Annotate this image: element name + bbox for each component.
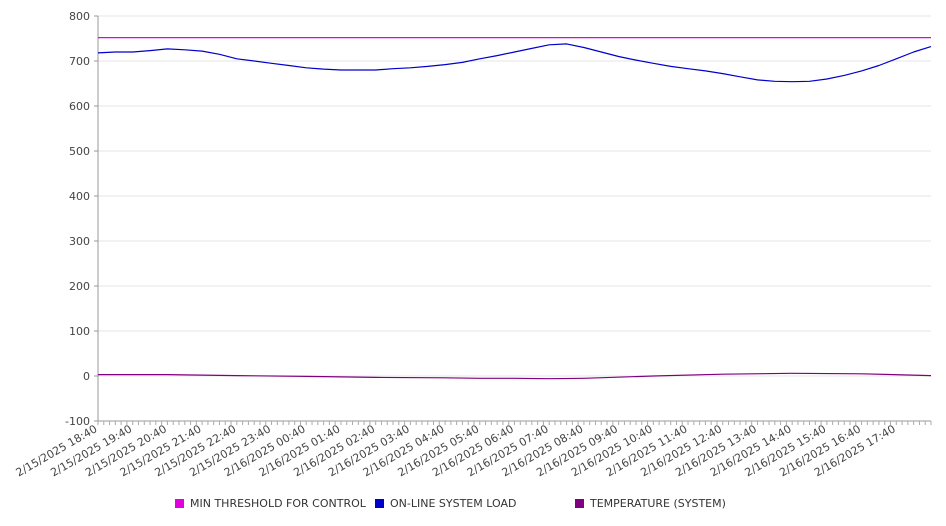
legend-item-min-threshold: MIN THRESHOLD FOR CONTROL — [175, 497, 366, 510]
legend-item-system-load: ON-LINE SYSTEM LOAD — [375, 497, 516, 510]
chart-legend: MIN THRESHOLD FOR CONTROL ON-LINE SYSTEM… — [0, 497, 946, 513]
x-tick-labels: 2/15/2025 18:402/15/2025 19:402/15/2025 … — [14, 422, 898, 479]
y-tick-label: 500 — [69, 145, 90, 158]
series-line-temperature — [98, 372, 932, 380]
legend-label-temperature: TEMPERATURE (SYSTEM) — [590, 497, 726, 510]
y-tick-label: 700 — [69, 55, 90, 68]
axes — [94, 15, 932, 425]
y-tick-label: 600 — [69, 100, 90, 113]
y-tick-label: 0 — [83, 370, 90, 383]
y-tick-label: -100 — [65, 415, 90, 428]
series-line-system-load — [97, 43, 932, 83]
y-tick-label: 200 — [69, 280, 90, 293]
legend-swatch-min-threshold — [175, 499, 184, 508]
grid-lines — [98, 15, 931, 422]
legend-label-system-load: ON-LINE SYSTEM LOAD — [390, 497, 517, 510]
y-tick-label: 100 — [69, 325, 90, 338]
legend-label-min-threshold: MIN THRESHOLD FOR CONTROL — [190, 497, 366, 510]
y-tick-label: 800 — [69, 10, 90, 23]
legend-swatch-temperature — [575, 499, 584, 508]
y-tick-label: 400 — [69, 190, 90, 203]
y-tick-label: 300 — [69, 235, 90, 248]
legend-swatch-system-load — [375, 499, 384, 508]
y-tick-labels: 800 700 600 500 400 300 200 100 0 -100 — [65, 10, 90, 428]
series-lines — [97, 36, 932, 380]
legend-item-temperature: TEMPERATURE (SYSTEM) — [575, 497, 726, 510]
